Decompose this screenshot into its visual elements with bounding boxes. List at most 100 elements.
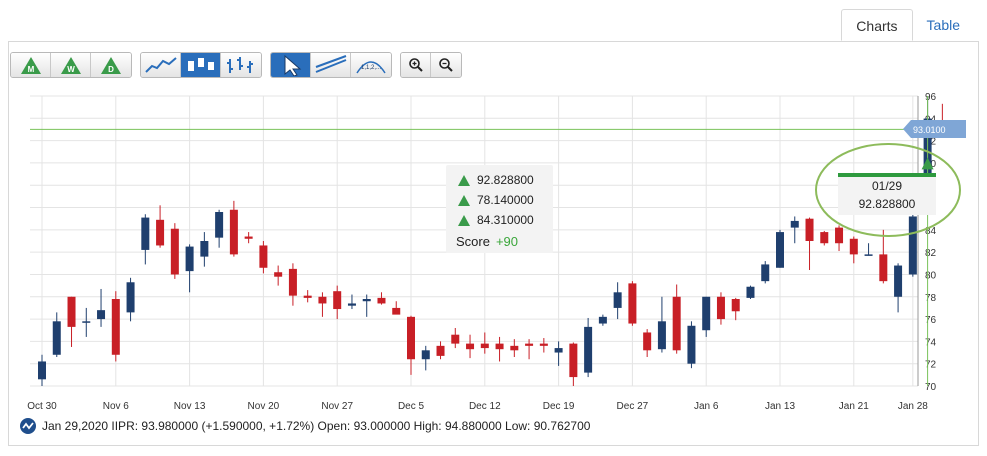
zoom-out-icon <box>439 58 453 72</box>
candle-body <box>303 295 312 298</box>
x-tick-label: Nov 6 <box>103 401 130 412</box>
candle-body <box>141 217 150 250</box>
candlestick-icon <box>187 58 214 71</box>
candle-body <box>510 345 519 351</box>
candle-body <box>776 232 784 268</box>
trendline-tool-button[interactable] <box>311 53 351 77</box>
monthly-label: M <box>27 65 34 74</box>
candle-body <box>539 343 548 346</box>
candle-body <box>377 297 386 304</box>
ohlc-bar-icon <box>227 57 253 73</box>
candle-body <box>687 325 696 364</box>
count-label: 1,1,2,... <box>361 65 381 71</box>
candle-body <box>215 212 224 238</box>
candle-body <box>702 296 711 331</box>
zoom-out-button[interactable] <box>431 53 461 77</box>
trendline-icon <box>315 55 346 73</box>
candle-body <box>38 361 46 380</box>
zoom-in-button[interactable] <box>401 53 431 77</box>
y-tick-label: 80 <box>925 270 937 281</box>
tooltip-row-daily: 84.310000 <box>457 213 534 227</box>
candle-body <box>288 268 297 296</box>
candle-body <box>849 238 858 255</box>
y-tick-label: 84 <box>925 226 937 237</box>
candle-body <box>672 296 681 351</box>
crosshair-point <box>922 124 933 135</box>
daily-button[interactable]: D <box>91 53 131 77</box>
tooltip-score: Score +90 <box>456 234 518 249</box>
candle-body <box>436 345 445 356</box>
candle-body <box>229 209 238 255</box>
x-tick-label: Dec 5 <box>398 401 425 412</box>
candle-body <box>657 321 666 350</box>
candle-body <box>525 343 534 346</box>
y-tick-label: 70 <box>925 382 937 393</box>
candle-body <box>643 332 652 351</box>
status-text: Jan 29,2020 IIPR: 93.980000 (+1.590000, … <box>42 419 591 433</box>
weekly-button[interactable]: W <box>51 53 91 77</box>
chart-toolbar: M W D 1,1,2,... <box>10 52 462 78</box>
tooltip-value-monthly: 92.828800 <box>477 173 534 187</box>
candle-body <box>598 316 607 324</box>
candle-body <box>761 264 770 282</box>
monthly-rating-icon: M <box>20 57 41 74</box>
weekly-rating-icon <box>458 194 470 206</box>
candle-body <box>554 348 563 353</box>
candle-body <box>790 220 799 228</box>
candlestick-chart-button[interactable] <box>181 53 221 77</box>
tooltip-value-weekly: 78.140000 <box>477 193 534 207</box>
daily-rating-icon: D <box>101 57 121 74</box>
ohlc-chart-button[interactable] <box>221 53 261 77</box>
crosshair-value: 92.828800 <box>858 197 916 211</box>
x-tick-label: Dec 19 <box>543 401 575 412</box>
tab-table[interactable]: Table <box>926 17 960 33</box>
candle-body <box>274 272 283 277</box>
rating-tooltip: 92.828800 78.140000 84.310000 Score +90 <box>446 165 553 253</box>
tooltip-value-daily: 84.310000 <box>477 213 534 227</box>
candle-body <box>716 296 725 320</box>
tab-charts[interactable]: Charts <box>841 9 913 41</box>
candle-body <box>879 254 888 282</box>
crosshair-date-box: 01/29 92.828800 <box>838 173 936 215</box>
crosshair-date: 01/29 <box>871 179 903 193</box>
x-tick-label: Dec 27 <box>617 401 649 412</box>
candle-body <box>908 216 917 275</box>
candle-body <box>185 246 194 272</box>
line-chart-button[interactable] <box>141 53 181 77</box>
candle-body <box>200 241 209 257</box>
x-tick-label: Jan 13 <box>765 401 795 412</box>
x-tick-label: Dec 12 <box>469 401 501 412</box>
x-tick-label: Nov 13 <box>174 401 206 412</box>
candle-body <box>392 307 401 315</box>
cursor-arrow-icon <box>284 54 301 76</box>
tooltip-row-weekly: 78.140000 <box>457 193 534 207</box>
candle-body <box>569 343 578 378</box>
y-tick-label: 78 <box>925 293 937 304</box>
y-tick-label: 76 <box>925 315 937 326</box>
daily-label: D <box>108 65 114 74</box>
candle-body <box>82 321 91 323</box>
fibonacci-tool-button[interactable]: 1,1,2,... <box>351 53 391 77</box>
x-tick-label: Nov 27 <box>321 401 353 412</box>
x-axis-labels: Oct 30 Nov 6 Nov 13 Nov 20 Nov 27 Dec 5 Dec 12… <box>27 401 928 412</box>
candle-body <box>495 343 504 350</box>
x-tick-label: Jan 21 <box>839 401 869 412</box>
daily-rating-icon <box>458 214 470 226</box>
candle-body <box>111 299 120 355</box>
zoom-in-icon <box>408 58 423 72</box>
score-label: Score <box>456 234 490 249</box>
candle-body <box>894 265 903 297</box>
candle-body <box>126 282 135 313</box>
pointer-tool-button[interactable] <box>271 53 311 77</box>
monthly-button[interactable]: M <box>11 53 51 77</box>
chart-logo-icon <box>20 418 36 434</box>
candle-body <box>731 299 740 312</box>
candles <box>38 96 947 386</box>
x-tick-label: Jan 6 <box>694 401 719 412</box>
candle-body <box>480 343 489 349</box>
candle-body <box>820 232 829 244</box>
candle-body <box>347 303 356 306</box>
x-tick-label: Nov 20 <box>248 401 280 412</box>
candle-body <box>746 286 755 298</box>
